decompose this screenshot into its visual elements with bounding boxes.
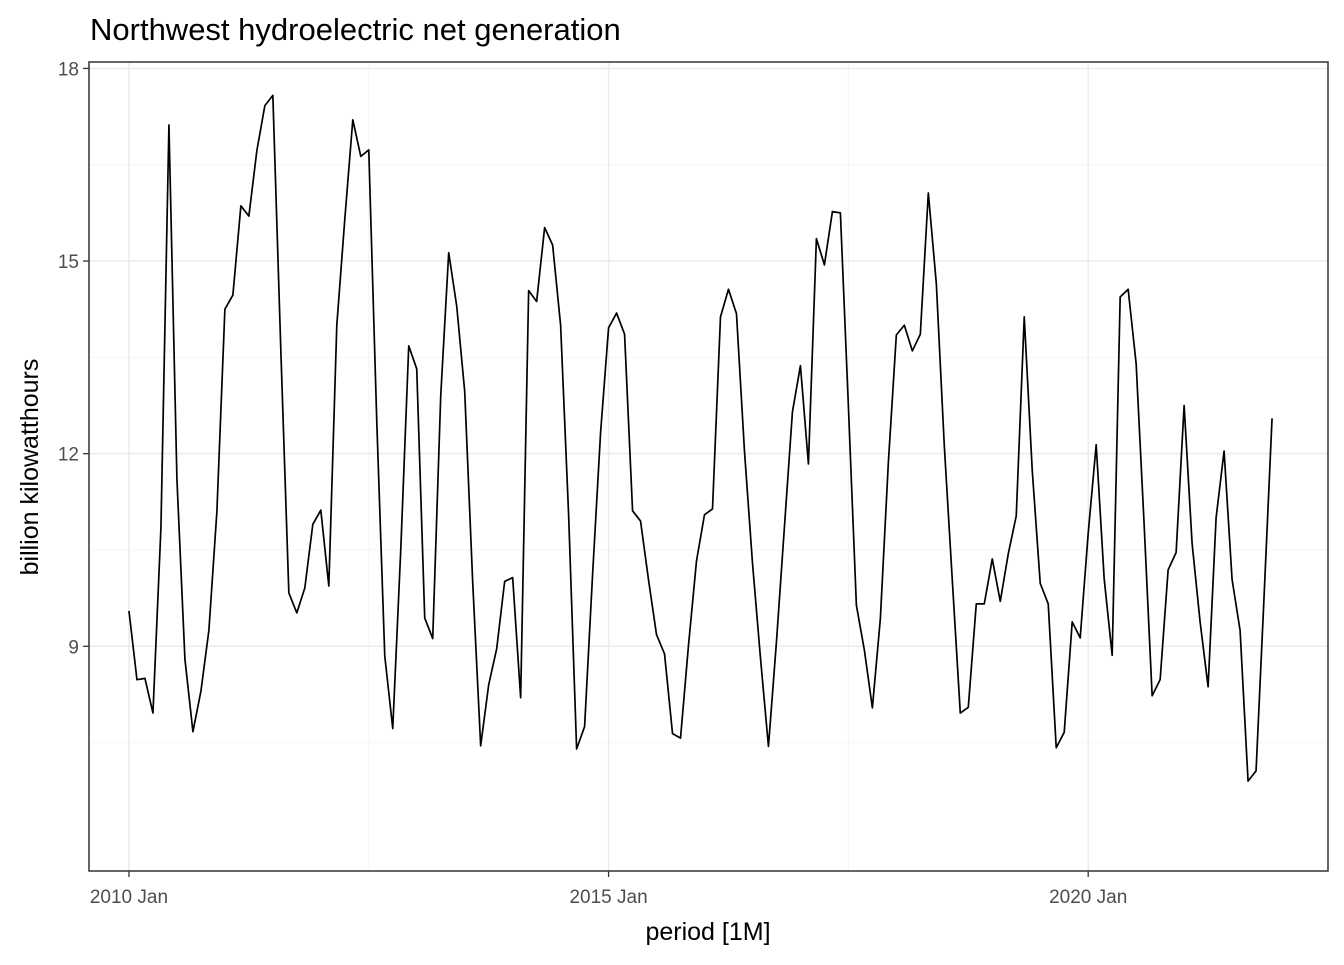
axes: 9 12 15 18 2010 Jan 2015 Jan 2020 Jan [58,59,1127,908]
plot-panel [89,62,1328,871]
chart-title: Northwest hydroelectric net generation [90,12,621,47]
panel-border [88,61,1329,872]
y-tick-label: 9 [68,637,79,658]
x-tick-label: 2020 Jan [1049,887,1127,908]
y-axis-title: billion kilowatthours [16,359,44,576]
series-layer [128,94,1273,782]
y-tick-label: 18 [58,59,79,80]
y-tick-label: 12 [58,445,79,466]
x-tick-label: 2010 Jan [90,887,168,908]
x-axis-title: period [1M] [645,918,770,946]
grid-lines [89,62,1328,871]
series-line-1 [128,94,1273,782]
y-tick-label: 15 [58,252,79,273]
x-tick-label: 2015 Jan [569,887,647,908]
